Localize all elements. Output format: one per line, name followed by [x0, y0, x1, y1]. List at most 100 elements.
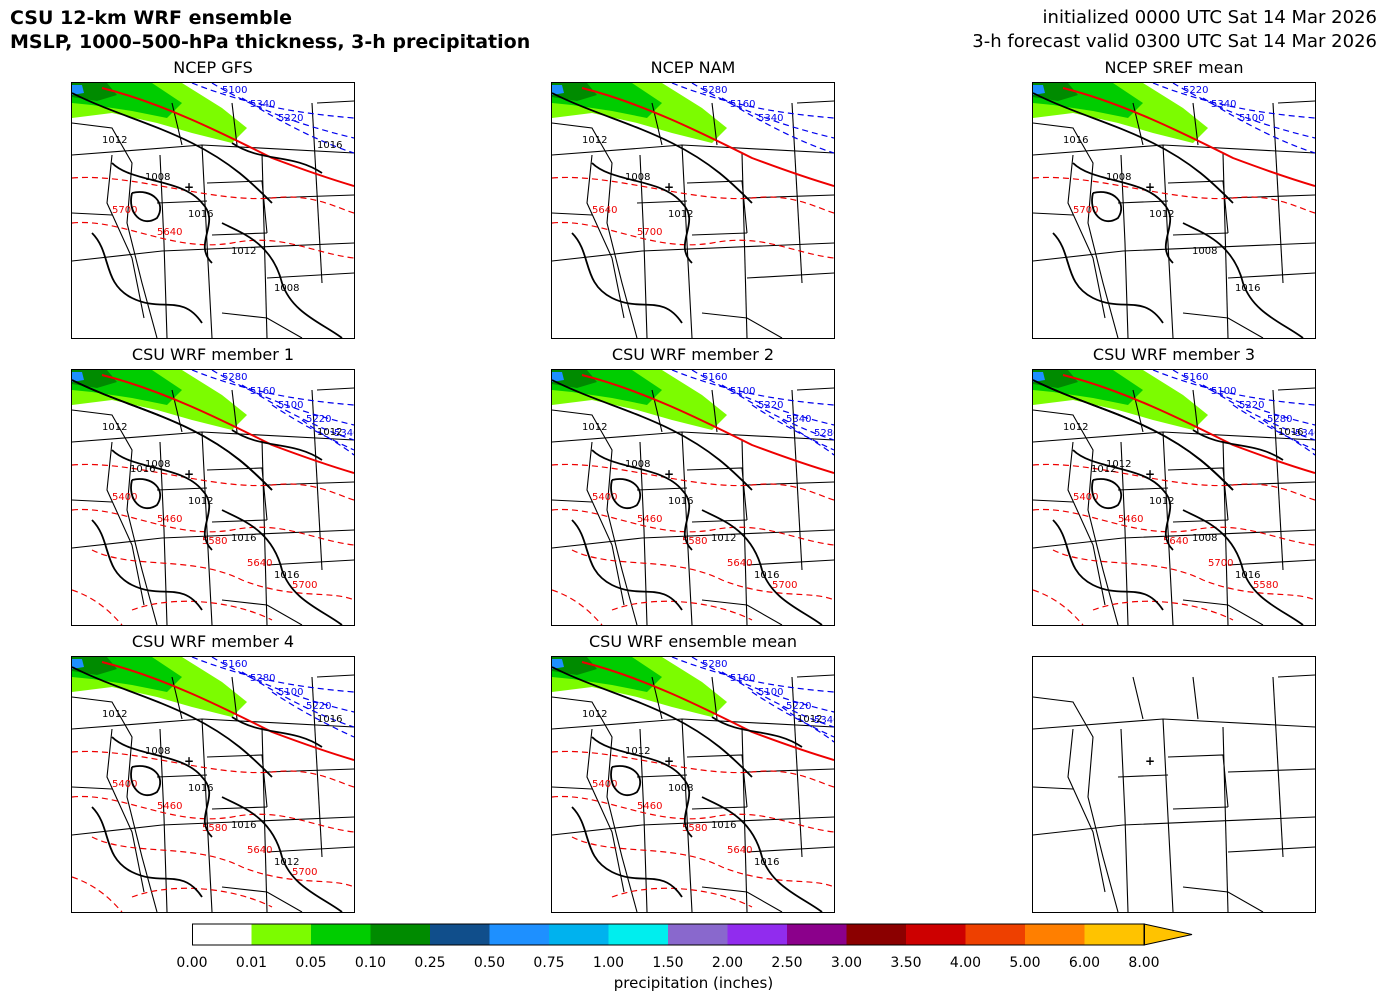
mslp-label: 1016: [754, 570, 779, 581]
colorbar-segment: [549, 924, 609, 945]
thickness-label: 5640: [247, 845, 272, 856]
state-border: [156, 774, 208, 778]
mslp-label: 1012: [274, 857, 299, 868]
mslp-contour: [91, 232, 203, 324]
state-border: [1067, 154, 1106, 319]
precip-0.50: [1033, 85, 1045, 95]
state-borders: [1033, 100, 1315, 338]
state-border: [586, 154, 625, 319]
thickness-label: 5280: [222, 372, 247, 383]
state-border: [1033, 122, 1119, 338]
thickness-contour: [751, 691, 834, 738]
state-border: [316, 674, 354, 678]
state-border: [266, 846, 354, 853]
mslp-contour: [1072, 162, 1174, 264]
state-border: [231, 676, 238, 720]
colorbar-tick-label: 0.25: [414, 955, 446, 971]
thickness-label: 5340: [758, 113, 783, 124]
colorbar-tick-label: 0.10: [354, 955, 387, 971]
thickness-contour: [191, 657, 354, 693]
precip-shading: [552, 370, 727, 430]
thickness-contour: [72, 876, 123, 912]
thickness-contour: [691, 657, 834, 713]
state-border: [552, 786, 593, 790]
state-border: [1227, 481, 1315, 486]
state-border: [639, 441, 648, 625]
denver-marker: +: [664, 180, 674, 194]
mslp-contour: [1091, 191, 1123, 223]
thickness-contour: [1152, 370, 1315, 406]
state-border: [796, 100, 834, 104]
thickness-label: 5700: [1073, 205, 1098, 216]
mslp-label: 1016: [188, 783, 213, 794]
state-border: [72, 122, 158, 338]
thickness-label: 5700: [292, 580, 317, 591]
state-border: [746, 194, 834, 199]
map-svg: +: [1033, 674, 1315, 912]
state-border: [552, 696, 638, 912]
colorbar-segment: [370, 924, 430, 945]
colorbar-segment: [251, 924, 311, 945]
mslp-label: 1012: [317, 427, 342, 438]
state-border: [72, 696, 158, 912]
thickness-high-contours: [1033, 176, 1315, 214]
state-border: [201, 431, 213, 625]
state-border: [701, 599, 783, 625]
state-border: [72, 786, 113, 790]
state-border: [266, 194, 354, 199]
state-border: [1033, 816, 1315, 836]
figure-title: CSU 12-km WRF ensemble MSLP, 1000–500-hP…: [10, 6, 530, 54]
state-border: [691, 519, 748, 523]
state-border: [1120, 728, 1129, 912]
state-border: [221, 312, 303, 338]
precip-shading: [72, 657, 247, 717]
thickness-contour: [691, 83, 834, 139]
denver-marker: +: [184, 754, 194, 768]
thickness-contour: [191, 83, 354, 119]
state-border: [791, 676, 803, 858]
thickness-label: 5640: [1163, 536, 1188, 547]
state-border: [681, 431, 693, 625]
panel-title: CSU WRF ensemble mean: [588, 632, 797, 651]
mslp-contour: [1033, 379, 1234, 491]
thickness-label: 5160: [250, 386, 275, 397]
mslp-label: 1008: [145, 459, 170, 470]
state-border: [711, 389, 718, 433]
thickness-5400-line: [101, 374, 354, 474]
mslp-contour: [1052, 232, 1164, 324]
thickness-contour: [241, 671, 354, 728]
precip-shading: [72, 83, 247, 143]
thickness-contour: [191, 370, 354, 406]
thickness-contour: [241, 97, 354, 154]
map-frame: +5160 5280 5100 5220 5400 5460 5580 5640 5700 101…: [71, 656, 355, 913]
thickness-5400-line: [581, 87, 834, 187]
mslp-label: 1016: [711, 820, 736, 831]
thickness-contour: [72, 589, 123, 625]
mslp-contour: [231, 142, 323, 174]
state-border: [311, 676, 323, 858]
colorbar-segment: [668, 924, 728, 945]
thickness-contour: [1033, 463, 1315, 501]
state-border: [211, 519, 268, 523]
valid-time: 3-h forecast valid 0300 UTC Sat 14 Mar 2…: [972, 31, 1377, 52]
colorbar-tick-label: 0.00: [176, 955, 208, 971]
thickness-low-contours: [671, 83, 834, 154]
mslp-label: 1008: [145, 172, 170, 183]
state-borders: [552, 387, 834, 625]
state-border: [636, 487, 688, 491]
thickness-label: 5460: [1118, 514, 1143, 525]
state-border: [211, 232, 268, 236]
thickness-label: 5640: [592, 205, 617, 216]
state-border: [156, 487, 208, 491]
state-border: [1227, 846, 1315, 853]
thickness-label: 5640: [727, 558, 752, 569]
state-border: [552, 816, 834, 836]
state-border: [1033, 499, 1074, 503]
panel-title: CSU WRF member 2: [611, 345, 775, 364]
mslp-contours: [72, 92, 343, 338]
map-frame: +51605100522052805340 5400 5460 5640 5700 558…: [1032, 369, 1316, 626]
thickness-label: 5400: [112, 492, 137, 503]
panel-title: CSU WRF member 1: [131, 345, 295, 364]
